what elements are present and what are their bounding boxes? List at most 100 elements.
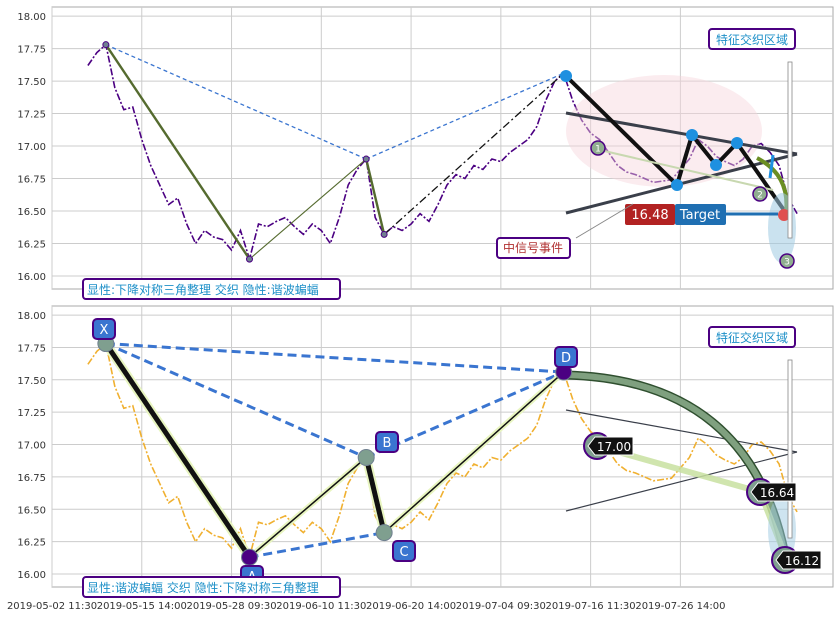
triangle-marker-label: 1 (595, 145, 601, 155)
triangle-marker-label: 2 (757, 191, 763, 201)
y-tick-label: 17.50 (17, 376, 46, 387)
pattern-point (357, 449, 375, 467)
pattern-xd-line (105, 342, 564, 374)
pattern-xa-leg (104, 44, 251, 260)
pattern-point-label: D (561, 351, 571, 366)
target-tag (587, 436, 634, 456)
target-point (778, 209, 790, 221)
pattern-label-box (92, 318, 116, 340)
pattern-label-box (82, 576, 341, 598)
triangle-wave-line (599, 149, 774, 191)
triangle-lower-line (565, 451, 798, 512)
zone-box (708, 28, 796, 50)
target-value: 16.48 (631, 208, 668, 223)
y-tick-label: 16.50 (17, 207, 46, 218)
x-tick-label: 2019-07-16 11:30 (546, 601, 636, 612)
y-tick-label: 17.25 (17, 408, 46, 419)
triangle-pivot (710, 159, 722, 171)
y-tick-label: 16.25 (17, 240, 46, 251)
x-tick-label: 2019-06-20 14:00 (366, 601, 456, 612)
pattern-bd-line (365, 72, 564, 160)
pattern-point (245, 255, 253, 263)
y-tick-label: 16.25 (17, 538, 46, 549)
pattern-label-box (554, 346, 578, 368)
triangle-pivot (671, 179, 683, 191)
triangle-pivot (560, 70, 572, 82)
target-label: Target (679, 208, 720, 223)
y-tick-label: 16.75 (17, 473, 46, 484)
target-value: 16.64 (760, 486, 794, 500)
y-tick-label: 16.00 (17, 570, 46, 581)
pattern-point-label: X (100, 323, 109, 338)
signal-box (496, 237, 571, 259)
signal-label: 中信号事件 (503, 240, 563, 255)
signal-pointer (575, 203, 634, 239)
y-tick-label: 17.75 (17, 343, 46, 354)
pattern-xb-line (105, 44, 367, 160)
x-tick-label: 2019-05-02 11:30 (7, 601, 97, 612)
zone-label: 特征交织区域 (716, 32, 788, 47)
x-tick-label: 2019-06-10 11:30 (276, 601, 366, 612)
price-line (87, 43, 798, 263)
target-tag (750, 482, 797, 502)
pattern-label: 显性:下降对称三角整理 交织 隐性:谐波蝙蝠 (87, 282, 319, 297)
triangle-marker (752, 186, 768, 202)
target-label-box (675, 204, 726, 225)
pattern-label-box (375, 431, 399, 453)
y-tick-label: 17.50 (17, 77, 46, 88)
y-tick-label: 17.75 (17, 45, 46, 56)
triangle-marker (590, 140, 606, 156)
y-tick-label: 18.00 (17, 311, 46, 322)
zone-label: 特征交织区域 (716, 330, 788, 345)
thin-bar (787, 359, 793, 539)
price-line (87, 342, 798, 561)
thin-bar (787, 61, 793, 239)
x-tick-label: 2019-05-15 14:00 (97, 601, 187, 612)
zone-box (708, 326, 796, 348)
plot-frame (51, 305, 834, 588)
y-tick-label: 17.00 (17, 142, 46, 153)
triangle-zigzag (564, 74, 788, 215)
pattern-label: 显性:谐波蝙蝠 交织 隐性:下降对称三角整理 (87, 580, 319, 595)
pattern-ab-leg (249, 158, 367, 260)
x-axis: 2019-05-02 11:30 2019-05-15 14:00 2019-05-… (7, 601, 726, 612)
pattern-ac-line (249, 531, 385, 559)
pattern-label-box (82, 278, 341, 300)
target-value: 17.00 (597, 440, 631, 454)
pattern-leg (249, 456, 367, 558)
arrow-glyph (768, 154, 775, 179)
y-tick-label: 16.50 (17, 505, 46, 516)
pattern-point (240, 548, 258, 566)
pattern-point (362, 155, 370, 163)
y-tick-label: 16.75 (17, 175, 46, 186)
target-value-box (625, 204, 675, 225)
triangle-pivot (686, 129, 698, 141)
bottom-panel: 18.00 17.75 17.50 17.25 17.00 16.75 16.50 16.25… (17, 305, 834, 598)
x-tick-label: 2019-05-28 09:30 (186, 601, 276, 612)
pattern-leg (363, 456, 387, 534)
pattern-leg (103, 342, 252, 559)
y-tick-label: 17.25 (17, 110, 46, 121)
pattern-point (375, 524, 393, 542)
pattern-bd-line (365, 370, 565, 459)
y-tick-label: 18.00 (17, 12, 46, 23)
pattern-label-box (392, 540, 416, 562)
x-tick-label: 2019-07-26 14:00 (635, 601, 725, 612)
triangle-marker (779, 253, 795, 269)
y-tick-label: 17.00 (17, 441, 46, 452)
pattern-point (380, 230, 388, 238)
triangle-pivot (731, 137, 743, 149)
y-tick-label: 16.00 (17, 272, 46, 283)
triangle-upper-line (565, 409, 798, 453)
pattern-point-label: C (399, 545, 408, 560)
target-tag (775, 550, 822, 570)
pattern-leg (383, 371, 565, 534)
pattern-point-label: B (383, 436, 392, 451)
target-value: 16.12 (785, 554, 819, 568)
pattern-xb-line (105, 342, 367, 459)
pattern-bc-leg (365, 158, 386, 235)
triangle-marker-label: 3 (784, 258, 790, 268)
top-panel: 18.00 17.75 17.50 17.25 17.00 16.75 16.50 16.25… (17, 6, 834, 300)
x-tick-label: 2019-07-04 09:30 (456, 601, 546, 612)
